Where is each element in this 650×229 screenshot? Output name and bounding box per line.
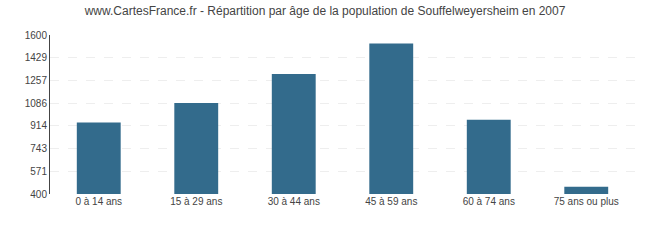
svg-text:30 à 44 ans: 30 à 44 ans: [268, 196, 320, 207]
svg-text:60 à 74 ans: 60 à 74 ans: [463, 196, 515, 207]
svg-text:743: 743: [30, 143, 47, 154]
svg-text:1429: 1429: [25, 52, 48, 63]
svg-text:1257: 1257: [25, 75, 48, 86]
svg-text:45 à 59 ans: 45 à 59 ans: [365, 196, 417, 207]
svg-text:1600: 1600: [25, 30, 48, 41]
svg-text:www.CartesFrance.fr - Répartit: www.CartesFrance.fr - Répartition par âg…: [84, 4, 566, 18]
svg-text:400: 400: [30, 189, 47, 200]
svg-text:75 ans ou plus: 75 ans ou plus: [554, 196, 619, 207]
svg-text:0 à 14 ans: 0 à 14 ans: [75, 196, 122, 207]
svg-text:15 à 29 ans: 15 à 29 ans: [170, 196, 222, 207]
svg-text:571: 571: [30, 166, 47, 177]
svg-text:1086: 1086: [25, 98, 48, 109]
svg-text:914: 914: [30, 120, 47, 131]
